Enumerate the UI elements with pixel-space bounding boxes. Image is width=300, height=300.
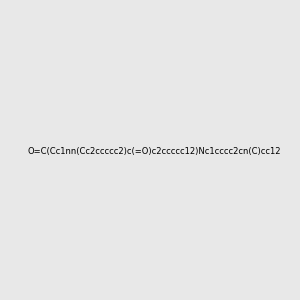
- Text: O=C(Cc1nn(Cc2ccccc2)c(=O)c2ccccc12)Nc1cccc2cn(C)cc12: O=C(Cc1nn(Cc2ccccc2)c(=O)c2ccccc12)Nc1cc…: [27, 147, 280, 156]
